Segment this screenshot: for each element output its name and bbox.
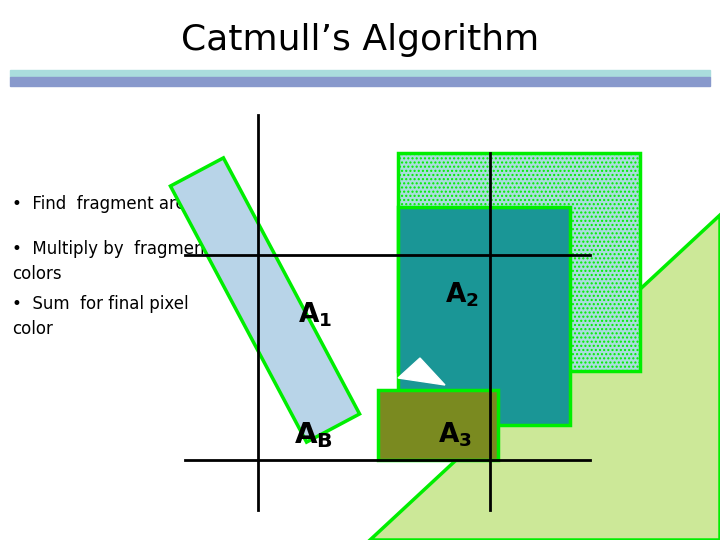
Text: •  Sum  for final pixel
color: • Sum for final pixel color	[12, 295, 189, 338]
Text: $\mathbf{A_1}$: $\mathbf{A_1}$	[298, 301, 332, 329]
Bar	[10, 77, 710, 86]
Bar	[398, 153, 640, 371]
Polygon shape	[378, 390, 498, 460]
Polygon shape	[370, 215, 720, 540]
Text: $\mathbf{A_B}$: $\mathbf{A_B}$	[294, 420, 333, 450]
Text: $\mathbf{A_3}$: $\mathbf{A_3}$	[438, 421, 472, 449]
Text: •  Find  fragment areas: • Find fragment areas	[12, 195, 204, 213]
Bar	[10, 70, 710, 77]
Bar	[171, 158, 359, 442]
Text: $\mathbf{A_2}$: $\mathbf{A_2}$	[445, 281, 479, 309]
Text: Catmull’s Algorithm: Catmull’s Algorithm	[181, 23, 539, 57]
Polygon shape	[398, 358, 445, 385]
Bar	[398, 207, 570, 425]
Text: •  Multiply by  fragment
colors: • Multiply by fragment colors	[12, 240, 211, 283]
